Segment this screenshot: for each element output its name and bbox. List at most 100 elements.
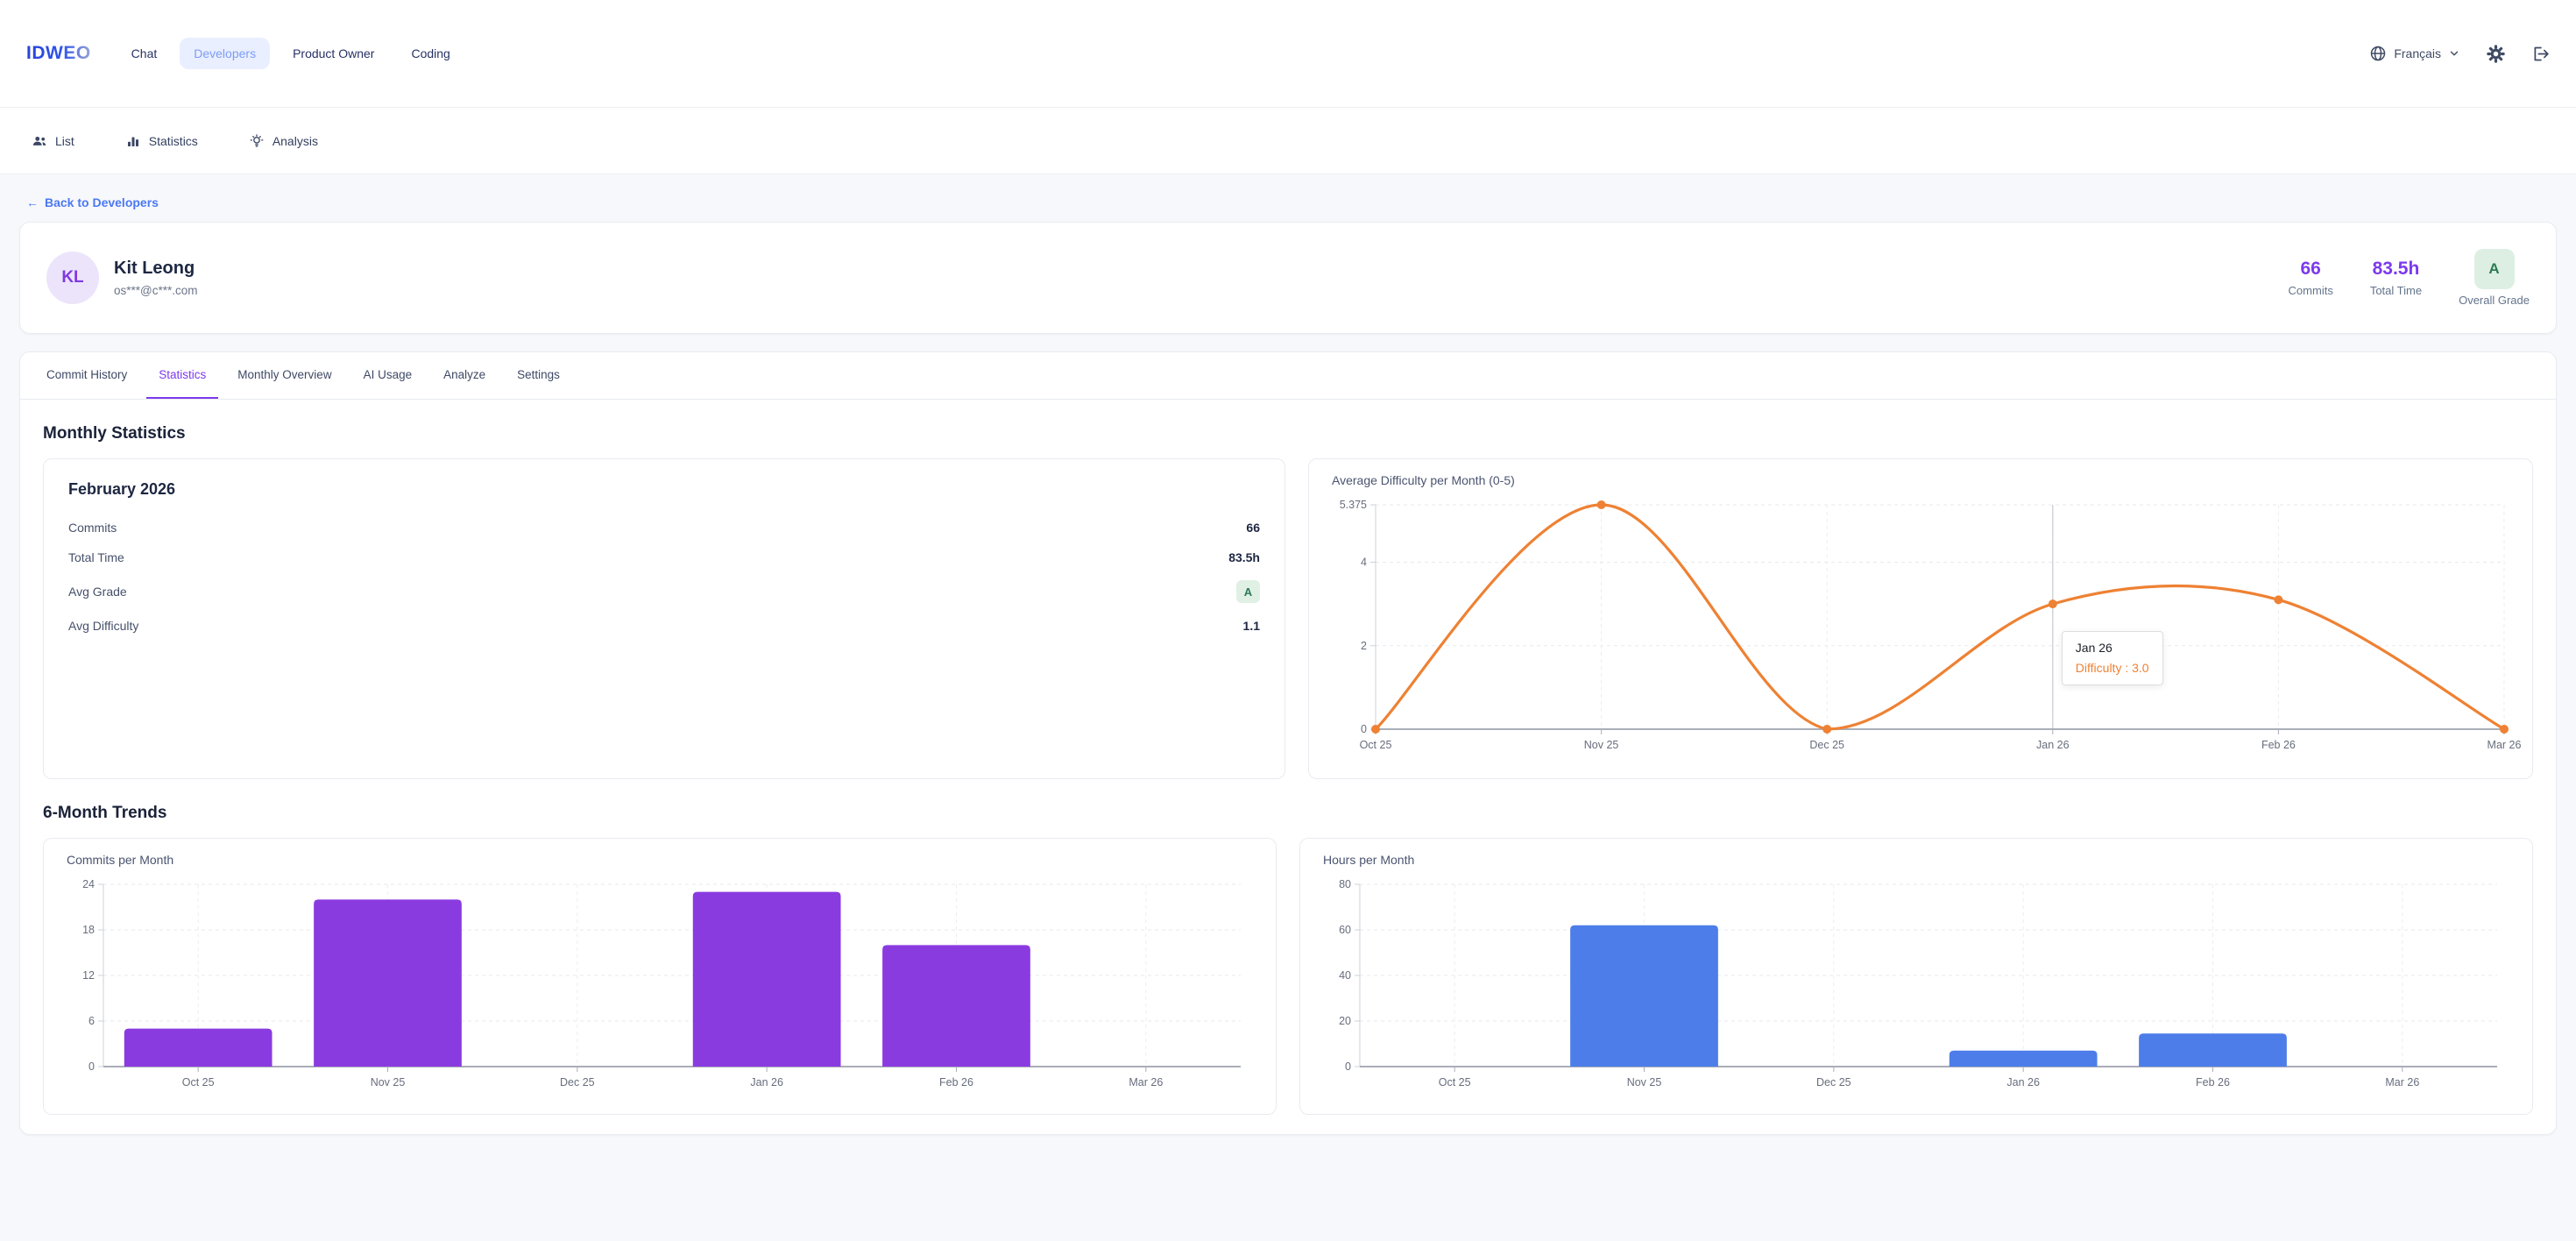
back-to-developers-link[interactable]: ← Back to Developers (26, 195, 159, 209)
tab-commit-history[interactable]: Commit History (46, 368, 128, 381)
svg-text:Mar 26: Mar 26 (2385, 1076, 2419, 1089)
tab-settings[interactable]: Settings (517, 368, 560, 381)
tooltip-title: Jan 26 (2075, 641, 2112, 655)
svg-text:Nov 25: Nov 25 (371, 1076, 406, 1089)
svg-text:Jan 26: Jan 26 (2036, 739, 2070, 751)
subnav-item-analysis[interactable]: Analysis (249, 133, 318, 149)
svg-text:Mar 26: Mar 26 (1129, 1076, 1163, 1089)
svg-text:Feb 26: Feb 26 (2261, 739, 2296, 751)
grade-badge: A (2473, 249, 2515, 289)
nav-item-chat[interactable]: Chat (131, 46, 158, 60)
stat-row-avg-grade: Avg Grade A (68, 572, 1260, 611)
detail-tabs: Commit History Statistics Monthly Overvi… (20, 352, 2556, 400)
commits-per-month-chart[interactable]: 0 6 12 18 24 Oct 25 Nov 25 Dec 25 Jan 26 Feb 26 Ma… (60, 874, 1260, 1095)
commits-chart-card: Commits per Month 0 6 12 18 24 Oct 25 Nov 25 De… (43, 838, 1277, 1115)
svg-text:Feb 26: Feb 26 (2196, 1076, 2230, 1089)
profile-identity: Kit Leong os***@c***.com (114, 259, 198, 297)
globe-icon (2369, 45, 2387, 62)
svg-text:20: 20 (1339, 1015, 1351, 1027)
month-summary-card: February 2026 Commits 66 Total Time 83.5… (43, 458, 1285, 779)
subnav-label-statistics: Statistics (148, 133, 198, 148)
stat-label: Avg Difficulty (68, 619, 139, 633)
tab-monthly-overview[interactable]: Monthly Overview (237, 368, 332, 381)
developers-subnav: List Statistics Analysis (0, 108, 2576, 174)
stat-value: 1.1 (1242, 619, 1260, 633)
subnav-item-list[interactable]: List (32, 133, 74, 149)
avatar: KL (46, 252, 99, 304)
language-selector[interactable]: Français (2369, 45, 2460, 62)
svg-text:4: 4 (1361, 557, 1367, 569)
svg-text:24: 24 (82, 878, 95, 890)
gear-icon (2487, 44, 2505, 63)
commits-value: 66 (2300, 259, 2321, 279)
logout-button[interactable] (2531, 45, 2550, 63)
total-time-stat: 83.5h Total Time (2370, 259, 2422, 297)
hours-chart-title: Hours per Month (1323, 853, 1415, 867)
language-label: Français (2394, 46, 2441, 60)
hours-per-month-chart[interactable]: 0 20 40 60 80 Oct 25 Nov 25 Dec 25 Jan 26 Feb 26 M… (1316, 874, 2516, 1095)
svg-text:Dec 25: Dec 25 (1809, 739, 1844, 751)
svg-text:5.375: 5.375 (1340, 499, 1367, 511)
svg-text:Jan 26: Jan 26 (750, 1076, 783, 1089)
svg-text:Dec 25: Dec 25 (1816, 1076, 1851, 1089)
svg-text:60: 60 (1339, 924, 1351, 936)
svg-text:0: 0 (1361, 723, 1367, 735)
tab-analyze[interactable]: Analyze (443, 368, 486, 381)
stat-value: 83.5h (1228, 550, 1260, 564)
stat-value: 66 (1246, 521, 1260, 535)
top-navigation: Chat Developers Product Owner Coding (117, 38, 464, 69)
difficulty-chart[interactable]: 0 2 4 5.375 Oct 25 Nov 25 Dec 25 Jan 26 Feb 26 Ma… (1325, 494, 2522, 757)
logout-icon (2531, 45, 2550, 63)
monthly-statistics-row: February 2026 Commits 66 Total Time 83.5… (43, 458, 2533, 779)
trends-row: Commits per Month 0 6 12 18 24 Oct 25 Nov 25 De… (43, 838, 2533, 1115)
settings-button[interactable] (2487, 44, 2505, 63)
nav-item-developers[interactable]: Developers (180, 38, 271, 69)
svg-text:Jan 26: Jan 26 (2006, 1076, 2040, 1089)
main-content: ← Back to Developers KL Kit Leong os***@… (0, 174, 2576, 1135)
top-bar: IDWEO Chat Developers Product Owner Codi… (0, 0, 2576, 108)
stat-label: Commits (68, 521, 117, 535)
svg-text:40: 40 (1339, 969, 1351, 982)
avg-grade-badge: A (1236, 580, 1260, 603)
svg-text:6: 6 (88, 1015, 95, 1027)
developer-detail-card: Commit History Statistics Monthly Overvi… (19, 351, 2557, 1135)
developer-profile-card: KL Kit Leong os***@c***.com 66 Commits 8… (19, 222, 2557, 334)
tooltip-value: Difficulty : 3.0 (2075, 661, 2149, 675)
hours-chart-card: Hours per Month 0 20 40 60 80 Oct 25 Nov 25 Dec… (1299, 838, 2533, 1115)
total-time-label: Total Time (2369, 284, 2423, 297)
developer-name: Kit Leong (114, 259, 195, 278)
tab-statistics[interactable]: Statistics (146, 352, 219, 399)
back-link-label: Back to Developers (45, 195, 159, 209)
svg-text:Oct 25: Oct 25 (1439, 1076, 1471, 1089)
nav-item-product-owner[interactable]: Product Owner (293, 46, 375, 60)
difficulty-chart-title: Average Difficulty per Month (0-5) (1332, 473, 1515, 487)
subnav-item-statistics[interactable]: Statistics (125, 133, 198, 149)
chevron-down-icon (2448, 47, 2460, 60)
stat-row-total-time: Total Time 83.5h (68, 542, 1260, 572)
svg-text:Mar 26: Mar 26 (2488, 739, 2522, 751)
svg-text:Oct 25: Oct 25 (182, 1076, 215, 1089)
subnav-label-analysis: Analysis (272, 133, 318, 148)
overall-grade-stat: A Overall Grade (2459, 249, 2530, 307)
svg-text:Oct 25: Oct 25 (1360, 739, 1392, 751)
svg-text:Nov 25: Nov 25 (1627, 1076, 1662, 1089)
tab-ai-usage[interactable]: AI Usage (363, 368, 413, 381)
lightbulb-icon (249, 133, 265, 149)
difficulty-chart-card: Average Difficulty per Month (0-5) 0 2 4 5.… (1308, 458, 2533, 779)
svg-text:Nov 25: Nov 25 (1584, 739, 1619, 751)
overall-grade-label: Overall Grade (2459, 294, 2530, 307)
svg-text:18: 18 (82, 924, 95, 936)
svg-text:0: 0 (88, 1060, 95, 1073)
svg-text:Dec 25: Dec 25 (560, 1076, 595, 1089)
chart-tooltip: Jan 26 Difficulty : 3.0 (2061, 631, 2163, 685)
monthly-statistics-heading: Monthly Statistics (43, 424, 186, 443)
nav-item-coding[interactable]: Coding (411, 46, 450, 60)
stat-label: Total Time (68, 550, 124, 564)
svg-text:Feb 26: Feb 26 (939, 1076, 973, 1089)
month-title: February 2026 (68, 480, 176, 498)
statistics-section: Monthly Statistics February 2026 Commits… (20, 424, 2556, 1115)
trends-heading: 6-Month Trends (43, 804, 167, 822)
commits-chart-title: Commits per Month (67, 853, 174, 867)
svg-text:80: 80 (1339, 878, 1351, 890)
